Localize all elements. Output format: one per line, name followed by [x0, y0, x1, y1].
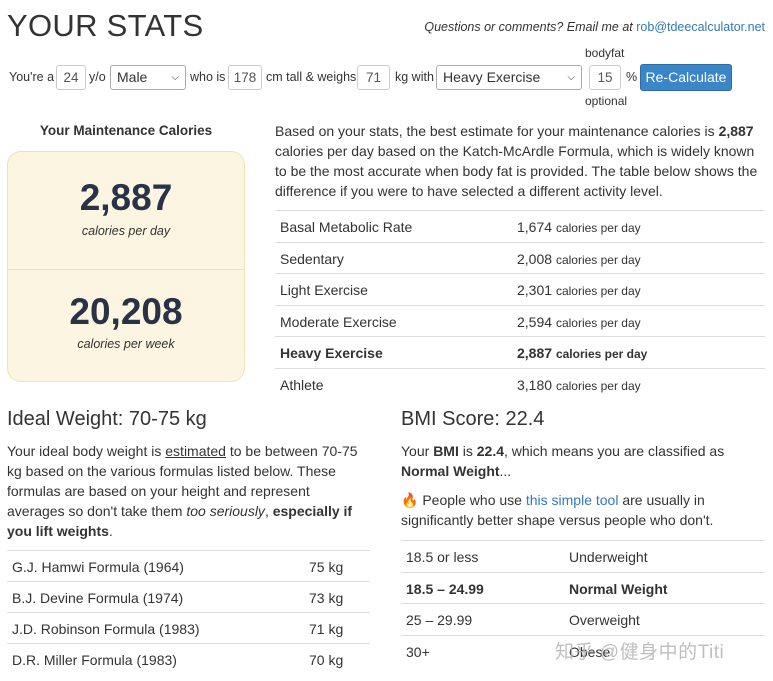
activity-value: 2,008 calories per day — [517, 250, 641, 267]
calories-per-week-label: calories per week — [77, 337, 175, 351]
who-is-label: who is — [190, 70, 226, 84]
simple-tool-link[interactable]: this simple tool — [525, 492, 619, 508]
bmi-range: 18.5 – 24.99 — [406, 580, 484, 597]
activity-name: Moderate Exercise — [280, 313, 397, 330]
table-row-selected: 18.5 – 24.99 Normal Weight — [401, 571, 765, 604]
maintenance-explanation: Based on your stats, the best estimate f… — [275, 121, 763, 201]
table-row: Moderate Exercise 2,594 calories per day — [275, 304, 765, 337]
formula-name: G.J. Hamwi Formula (1964) — [12, 559, 184, 575]
table-row: 18.5 or less Underweight — [401, 540, 765, 572]
estimated-link[interactable]: estimated — [165, 443, 226, 459]
table-row: Athlete 3,180 calories per day — [275, 367, 765, 400]
activity-name: Basal Metabolic Rate — [280, 219, 413, 235]
page-title: YOUR STATS — [7, 8, 204, 43]
bmi-class: Overweight — [569, 612, 640, 628]
activity-value: 2,301 calories per day — [517, 282, 641, 298]
activity-value: Heavy Exercise — [443, 69, 541, 85]
bmi-text: Your BMI is 22.4, which means you are cl… — [401, 443, 725, 479]
table-row: G.J. Hamwi Formula (1964) 75 kg — [7, 550, 370, 581]
ideal-weight-heading: Ideal Weight: 70-75 kg — [7, 408, 207, 430]
bodyfat-input[interactable]: 15 — [589, 65, 621, 90]
intro-text-2: calories per day based on the Katch-McAr… — [275, 143, 758, 199]
weight-input[interactable]: 71 — [357, 65, 390, 90]
formula-value: 75 kg — [309, 559, 344, 575]
activity-levels-table: Basal Metabolic Rate 1,674 calories per … — [275, 210, 765, 399]
bmi-class: Obese — [569, 643, 611, 660]
activity-select[interactable]: Heavy Exercise ⌵ — [436, 65, 582, 90]
ideal-weight-table: G.J. Hamwi Formula (1964) 75 kg B.J. Dev… — [7, 550, 370, 674]
gender-select[interactable]: Male ⌵ — [110, 65, 186, 90]
table-row: D.R. Miller Formula (1983) 70 kg — [7, 643, 370, 674]
table-row: B.J. Devine Formula (1974) 73 kg — [7, 581, 370, 612]
chevron-down-icon: ⌵ — [567, 72, 575, 83]
chevron-down-icon: ⌵ — [171, 72, 179, 83]
recalculate-button[interactable]: Re-Calculate — [640, 64, 732, 91]
bmi-tip: 🔥 People who use this simple tool are us… — [401, 492, 714, 528]
cm-tall-label: cm tall & weighs — [266, 70, 357, 84]
watermark: 知乎 @健身中的Titi — [555, 642, 725, 663]
table-row: Light Exercise 2,301 calories per day — [275, 273, 765, 305]
divider — [8, 269, 244, 270]
formula-value: 71 kg — [309, 621, 344, 637]
activity-value: 1,674 calories per day — [517, 219, 641, 235]
table-row: Basal Metabolic Rate 1,674 calories per … — [275, 210, 765, 242]
calories-per-week-value: 20,208 — [69, 291, 183, 332]
youre-a-label: You're a — [9, 70, 55, 84]
formula-name: J.D. Robinson Formula (1983) — [12, 621, 200, 637]
bmi-heading: BMI Score: 22.4 — [401, 408, 545, 430]
bmi-class: Underweight — [569, 549, 648, 565]
calories-per-day-value: 2,887 — [79, 177, 173, 218]
formula-name: D.R. Miller Formula (1983) — [12, 652, 177, 668]
percent-label: % — [626, 70, 638, 84]
activity-value: 2,887 calories per day — [517, 345, 648, 361]
fire-icon: 🔥 — [401, 492, 419, 508]
bmi-range: 30+ — [406, 643, 430, 660]
intro-bold-value: 2,887 — [718, 123, 754, 139]
formula-name: B.J. Devine Formula (1974) — [12, 590, 184, 606]
table-row: 30+ Obese — [401, 634, 765, 667]
optional-label: optional — [585, 94, 628, 108]
bmi-class: Normal Weight — [569, 580, 668, 597]
contact-note: Questions or comments? Email me at rob@t… — [424, 20, 765, 34]
kg-with-label: kg with — [395, 70, 434, 84]
activity-name: Athlete — [280, 376, 324, 393]
age-input[interactable]: 24 — [56, 65, 86, 90]
table-row-selected: Heavy Exercise 2,887 calories per day — [275, 336, 765, 368]
calories-per-day-label: calories per day — [81, 224, 171, 238]
maintenance-title: Your Maintenance Calories — [39, 123, 213, 138]
yo-label: y/o — [89, 70, 106, 84]
gender-value: Male — [117, 69, 148, 85]
activity-value: 3,180 calories per day — [517, 376, 641, 393]
table-row: J.D. Robinson Formula (1983) 71 kg — [7, 612, 370, 643]
contact-email-link[interactable]: rob@tdeecalculator.net — [636, 20, 765, 34]
table-row: 25 – 29.99 Overweight — [401, 603, 765, 635]
table-row: Sedentary 2,008 calories per day — [275, 241, 765, 274]
bmi-table: 18.5 or less Underweight 18.5 – 24.99 No… — [401, 540, 765, 666]
activity-name: Light Exercise — [280, 282, 368, 298]
activity-name: Heavy Exercise — [280, 345, 383, 361]
contact-prefix: Questions or comments? Email me at — [424, 20, 633, 34]
activity-value: 2,594 calories per day — [517, 313, 641, 330]
intro-text-1: Based on your stats, the best estimate f… — [275, 123, 719, 139]
maintenance-box: 2,887 calories per day 20,208 calories p… — [7, 151, 245, 382]
activity-name: Sedentary — [280, 250, 344, 267]
bodyfat-label: bodyfat — [585, 46, 625, 60]
bmi-range: 25 – 29.99 — [406, 612, 473, 628]
formula-value: 70 kg — [309, 652, 344, 668]
height-input[interactable]: 178 — [228, 65, 262, 90]
ideal-weight-text: Your ideal body weight is estimated to b… — [7, 443, 358, 539]
formula-value: 73 kg — [309, 590, 344, 606]
bmi-range: 18.5 or less — [406, 549, 479, 565]
